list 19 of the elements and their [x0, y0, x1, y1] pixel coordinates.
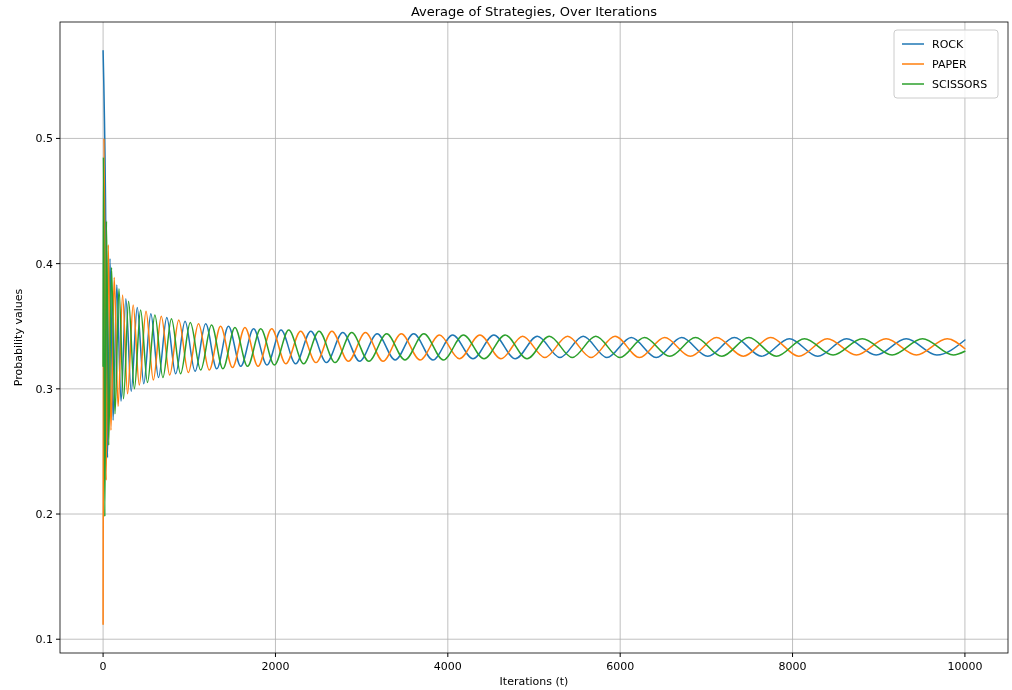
- y-tick-label: 0.1: [35, 633, 53, 647]
- y-tick-label: 0.4: [35, 257, 53, 271]
- y-axis-title: Probability values: [12, 288, 25, 387]
- y-tick-label: 0.5: [35, 132, 53, 146]
- legend-label: SCISSORS: [932, 78, 988, 91]
- x-tick-label: 8000: [778, 660, 807, 673]
- x-tick-label: 2000: [261, 660, 290, 673]
- x-axis-title: Iterations (t): [499, 675, 569, 688]
- y-tick-label: 0.3: [35, 382, 53, 396]
- x-tick-label: 0: [99, 660, 107, 673]
- line-series: [102, 156, 966, 518]
- x-tick-label: 6000: [606, 660, 635, 673]
- legend-label: ROCK: [932, 38, 964, 51]
- x-tick-label: 10000: [947, 660, 983, 673]
- y-tick-label: 0.2: [35, 508, 53, 522]
- chart-title: Average of Strategies, Over Iterations: [410, 4, 658, 19]
- x-tick-label: 4000: [433, 660, 462, 673]
- legend-label: PAPER: [932, 58, 968, 71]
- line-series: [102, 137, 966, 625]
